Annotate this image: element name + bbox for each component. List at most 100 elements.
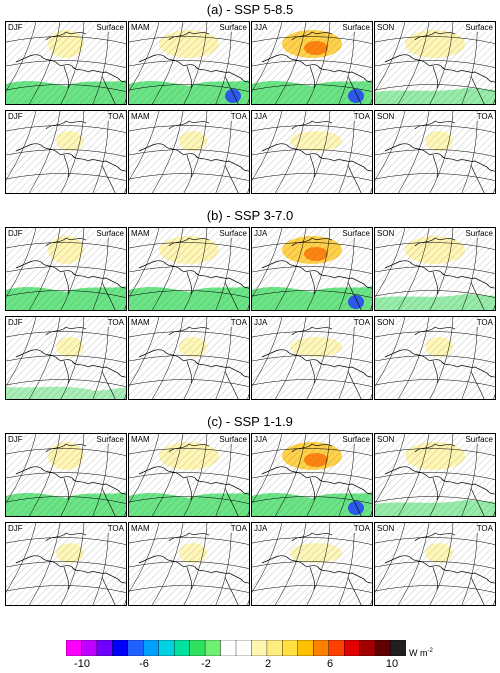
colorbar-tick: -2 <box>201 658 211 670</box>
map-field <box>252 434 372 516</box>
level-label: TOA <box>229 112 248 121</box>
colorbar-swatch <box>313 640 330 656</box>
map-field <box>129 434 249 516</box>
map-panel: JJA Surface <box>251 227 373 311</box>
level-label: TOA <box>106 112 125 121</box>
level-label: TOA <box>352 524 371 533</box>
season-label: SON <box>376 318 396 327</box>
colorbar-swatch <box>66 640 82 656</box>
colorbar-swatch <box>143 640 160 656</box>
map-field <box>252 111 372 193</box>
colorbar-swatch <box>189 640 206 656</box>
map-field <box>129 22 249 104</box>
colorbar-swatch <box>81 640 98 656</box>
level-label: Surface <box>218 229 248 238</box>
level-label: Surface <box>218 23 248 32</box>
map-panel: SON TOA <box>374 522 496 606</box>
map-panel: MAM Surface <box>128 433 250 517</box>
level-label: Surface <box>218 435 248 444</box>
season-label: JJA <box>253 318 269 327</box>
map-panel: SON TOA <box>374 316 496 400</box>
colorbar-swatch <box>390 640 406 656</box>
map-field <box>6 228 126 310</box>
colorbar-swatch <box>173 640 191 656</box>
map-field <box>6 317 126 399</box>
colorbar-swatch <box>266 640 283 656</box>
map-panel: SON Surface <box>374 227 496 311</box>
level-label: TOA <box>475 112 494 121</box>
map-panel: JJA Surface <box>251 21 373 105</box>
season-label: DJF <box>7 524 24 533</box>
season-label: MAM <box>130 318 151 327</box>
map-field <box>6 523 126 605</box>
colorbar-tick: -10 <box>74 658 90 670</box>
map-panel: MAM TOA <box>128 522 250 606</box>
level-label: TOA <box>352 112 371 121</box>
colorbar-swatch <box>112 640 129 656</box>
level-label: Surface <box>341 229 371 238</box>
colorbar-tick: -6 <box>139 658 149 670</box>
section-title: (c) - SSP 1-1.9 <box>207 414 293 429</box>
colorbar <box>66 640 406 656</box>
map-field <box>129 523 249 605</box>
colorbar-swatch <box>282 640 299 656</box>
level-label: Surface <box>464 23 494 32</box>
level-label: TOA <box>229 318 248 327</box>
colorbar-swatch <box>251 640 268 656</box>
level-label: Surface <box>341 435 371 444</box>
colorbar-swatch <box>158 640 175 656</box>
level-label: TOA <box>229 524 248 533</box>
level-label: Surface <box>95 229 125 238</box>
map-field <box>375 228 495 310</box>
season-label: MAM <box>130 23 151 32</box>
map-panel: JJA TOA <box>251 316 373 400</box>
map-panel: DJF Surface <box>5 21 127 105</box>
colorbar-swatch <box>297 640 314 656</box>
map-panel: DJF Surface <box>5 433 127 517</box>
map-field <box>252 228 372 310</box>
level-label: TOA <box>106 524 125 533</box>
colorbar-swatch <box>328 640 345 656</box>
level-label: Surface <box>464 435 494 444</box>
section-title: (a) - SSP 5-8.5 <box>206 2 294 17</box>
season-label: MAM <box>130 112 151 121</box>
map-panel: SON TOA <box>374 110 496 194</box>
colorbar-tick: 10 <box>385 658 399 670</box>
colorbar-swatch <box>204 640 222 656</box>
colorbar-swatch <box>96 640 113 656</box>
season-label: SON <box>376 112 396 121</box>
season-label: SON <box>376 229 396 238</box>
map-field <box>375 523 495 605</box>
map-panel: MAM Surface <box>128 227 250 311</box>
season-label: DJF <box>7 23 24 32</box>
map-field <box>129 317 249 399</box>
map-panel: JJA TOA <box>251 110 373 194</box>
colorbar-swatch <box>374 640 392 656</box>
map-panel: JJA Surface <box>251 433 373 517</box>
map-panel: MAM Surface <box>128 21 250 105</box>
map-field <box>129 228 249 310</box>
season-label: DJF <box>7 318 24 327</box>
level-label: Surface <box>95 23 125 32</box>
season-label: MAM <box>130 524 151 533</box>
map-field <box>252 22 372 104</box>
map-field <box>129 111 249 193</box>
colorbar-swatch <box>235 640 252 656</box>
level-label: TOA <box>475 524 494 533</box>
map-field <box>252 523 372 605</box>
season-label: JJA <box>253 23 269 32</box>
map-field <box>375 22 495 104</box>
season-label: JJA <box>253 229 269 238</box>
map-field <box>375 434 495 516</box>
map-panel: MAM TOA <box>128 316 250 400</box>
season-label: SON <box>376 435 396 444</box>
map-panel: SON Surface <box>374 433 496 517</box>
season-label: MAM <box>130 435 151 444</box>
map-panel: DJF TOA <box>5 110 127 194</box>
map-panel: DJF Surface <box>5 227 127 311</box>
map-panel: SON Surface <box>374 21 496 105</box>
map-field <box>252 317 372 399</box>
level-label: TOA <box>475 318 494 327</box>
map-field <box>6 22 126 104</box>
season-label: DJF <box>7 229 24 238</box>
